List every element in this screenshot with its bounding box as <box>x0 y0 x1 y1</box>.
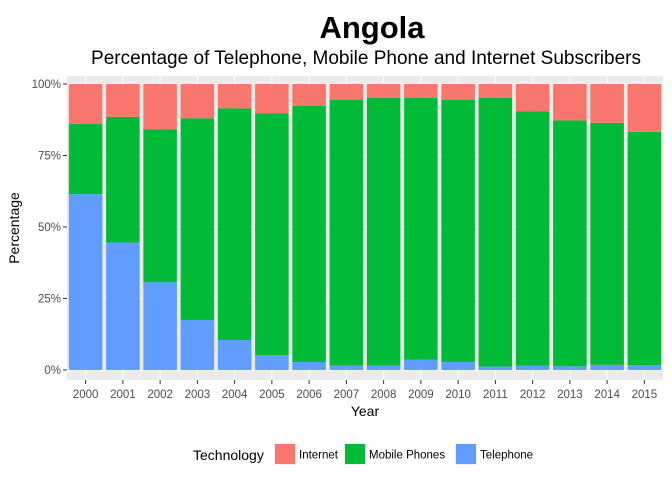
bar-internet-2013 <box>553 84 587 121</box>
bar-mobile-phones-2001 <box>106 116 140 243</box>
x-tick-label-2002: 2002 <box>147 389 173 401</box>
bar-telephone-2007 <box>329 365 364 370</box>
x-tick-label-2014: 2014 <box>594 389 620 401</box>
legend-label-telephone: Telephone <box>480 450 533 462</box>
bar-internet-2009 <box>404 84 438 98</box>
bar-internet-2000 <box>68 84 103 125</box>
bar-mobile-phones-2011 <box>478 97 513 367</box>
bar-internet-2007 <box>329 84 364 101</box>
bar-mobile-phones-2010 <box>441 100 475 362</box>
x-tick-label-2011: 2011 <box>483 389 508 401</box>
bar-internet-2012 <box>515 84 550 112</box>
bar-telephone-2011 <box>478 366 513 370</box>
bar-internet-2001 <box>106 84 140 117</box>
bar-internet-2004 <box>217 84 252 109</box>
x-tick-label-2000: 2000 <box>73 389 99 401</box>
bar-internet-2008 <box>366 84 401 98</box>
bar-telephone-2010 <box>441 361 475 370</box>
bar-mobile-phones-2005 <box>255 113 289 356</box>
bar-internet-2011 <box>478 84 513 98</box>
bar-telephone-2009 <box>404 359 438 370</box>
bar-internet-2014 <box>590 84 624 123</box>
bar-mobile-phones-2012 <box>515 111 550 366</box>
bars-layer <box>68 84 662 370</box>
legend-swatch-telephone <box>456 444 476 464</box>
chart-subtitle: Percentage of Telephone, Mobile Phone an… <box>91 48 641 69</box>
bar-mobile-phones-2015 <box>627 131 662 366</box>
y-tick-label-4: 100% <box>32 79 61 91</box>
bar-mobile-phones-2002 <box>143 129 177 283</box>
x-tick-label-2006: 2006 <box>296 389 322 401</box>
legend-label-mobile-phones: Mobile Phones <box>369 450 445 462</box>
y-tick-label-1: 25% <box>38 294 61 306</box>
y-tick-label-2: 50% <box>38 222 61 234</box>
bar-telephone-2014 <box>590 364 624 370</box>
bar-telephone-2004 <box>217 339 252 370</box>
bar-mobile-phones-2009 <box>404 97 438 360</box>
bar-telephone-2008 <box>366 365 401 370</box>
bar-mobile-phones-2004 <box>217 108 252 340</box>
x-axis: 2000 2001 2002 2003 2004 2005 2006 2007 2008 2009… <box>73 380 657 401</box>
bar-internet-2010 <box>441 84 475 101</box>
bar-internet-2006 <box>292 84 326 107</box>
legend: Technology Internet Mobile Phones Telephon… <box>193 443 533 465</box>
legend-swatch-mobile-phones <box>345 444 365 464</box>
x-tick-label-2003: 2003 <box>185 389 211 401</box>
bar-internet-2015 <box>627 84 662 132</box>
bar-mobile-phones-2013 <box>553 120 587 367</box>
legend-label-internet: Internet <box>299 450 339 462</box>
bar-telephone-2000 <box>68 194 103 370</box>
bar-mobile-phones-2014 <box>590 122 624 365</box>
x-tick-label-2005: 2005 <box>259 389 285 401</box>
bar-telephone-2002 <box>143 282 177 370</box>
y-tick-label-0: 0% <box>44 365 61 377</box>
x-tick-label-2004: 2004 <box>222 389 248 401</box>
bar-internet-2005 <box>255 84 289 114</box>
bar-internet-2002 <box>143 84 177 130</box>
bar-internet-2003 <box>180 84 215 119</box>
bar-telephone-2013 <box>553 366 587 370</box>
x-tick-label-2001: 2001 <box>110 389 136 401</box>
x-tick-label-2008: 2008 <box>371 389 397 401</box>
bar-telephone-2012 <box>515 365 550 370</box>
bar-mobile-phones-2000 <box>68 124 103 195</box>
bar-mobile-phones-2007 <box>329 100 364 366</box>
bar-telephone-2015 <box>627 365 662 370</box>
x-tick-label-2012: 2012 <box>520 389 546 401</box>
bar-mobile-phones-2003 <box>180 118 215 320</box>
bar-mobile-phones-2008 <box>366 97 401 366</box>
x-tick-label-2015: 2015 <box>632 389 658 401</box>
chart-title: Angola <box>319 10 425 45</box>
x-axis-title: Year <box>351 403 380 419</box>
bar-mobile-phones-2006 <box>292 106 326 362</box>
y-tick-label-3: 75% <box>38 151 61 163</box>
legend-swatch-internet <box>275 444 295 464</box>
x-tick-label-2007: 2007 <box>334 389 360 401</box>
x-tick-label-2009: 2009 <box>408 389 434 401</box>
legend-title: Technology <box>193 447 264 463</box>
y-axis: 0% 25% 50% 75% 100% <box>32 79 67 377</box>
x-tick-label-2013: 2013 <box>557 389 583 401</box>
bar-telephone-2005 <box>255 355 289 370</box>
x-tick-label-2010: 2010 <box>445 389 471 401</box>
bar-telephone-2006 <box>292 361 326 370</box>
y-axis-title: Percentage <box>6 192 22 264</box>
bar-telephone-2001 <box>106 242 140 370</box>
bar-telephone-2003 <box>180 319 215 370</box>
